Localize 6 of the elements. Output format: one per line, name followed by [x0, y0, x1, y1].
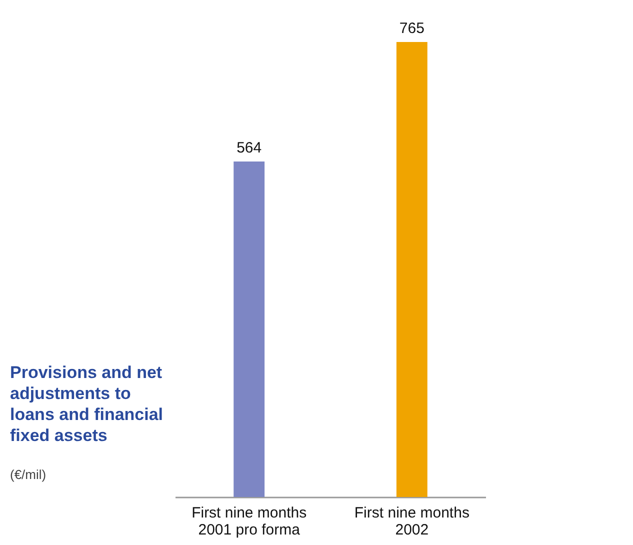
- data-label: 564: [236, 140, 262, 157]
- text: (€/mil): [10, 467, 46, 482]
- text: Provisions and net adjustments to loans and financial fixed assets: [10, 362, 164, 446]
- x-tick-label: First nine months 2002: [354, 504, 470, 538]
- data-label: 765: [399, 20, 424, 37]
- x-tick-label: First nine months 2001 pro forma: [192, 504, 307, 538]
